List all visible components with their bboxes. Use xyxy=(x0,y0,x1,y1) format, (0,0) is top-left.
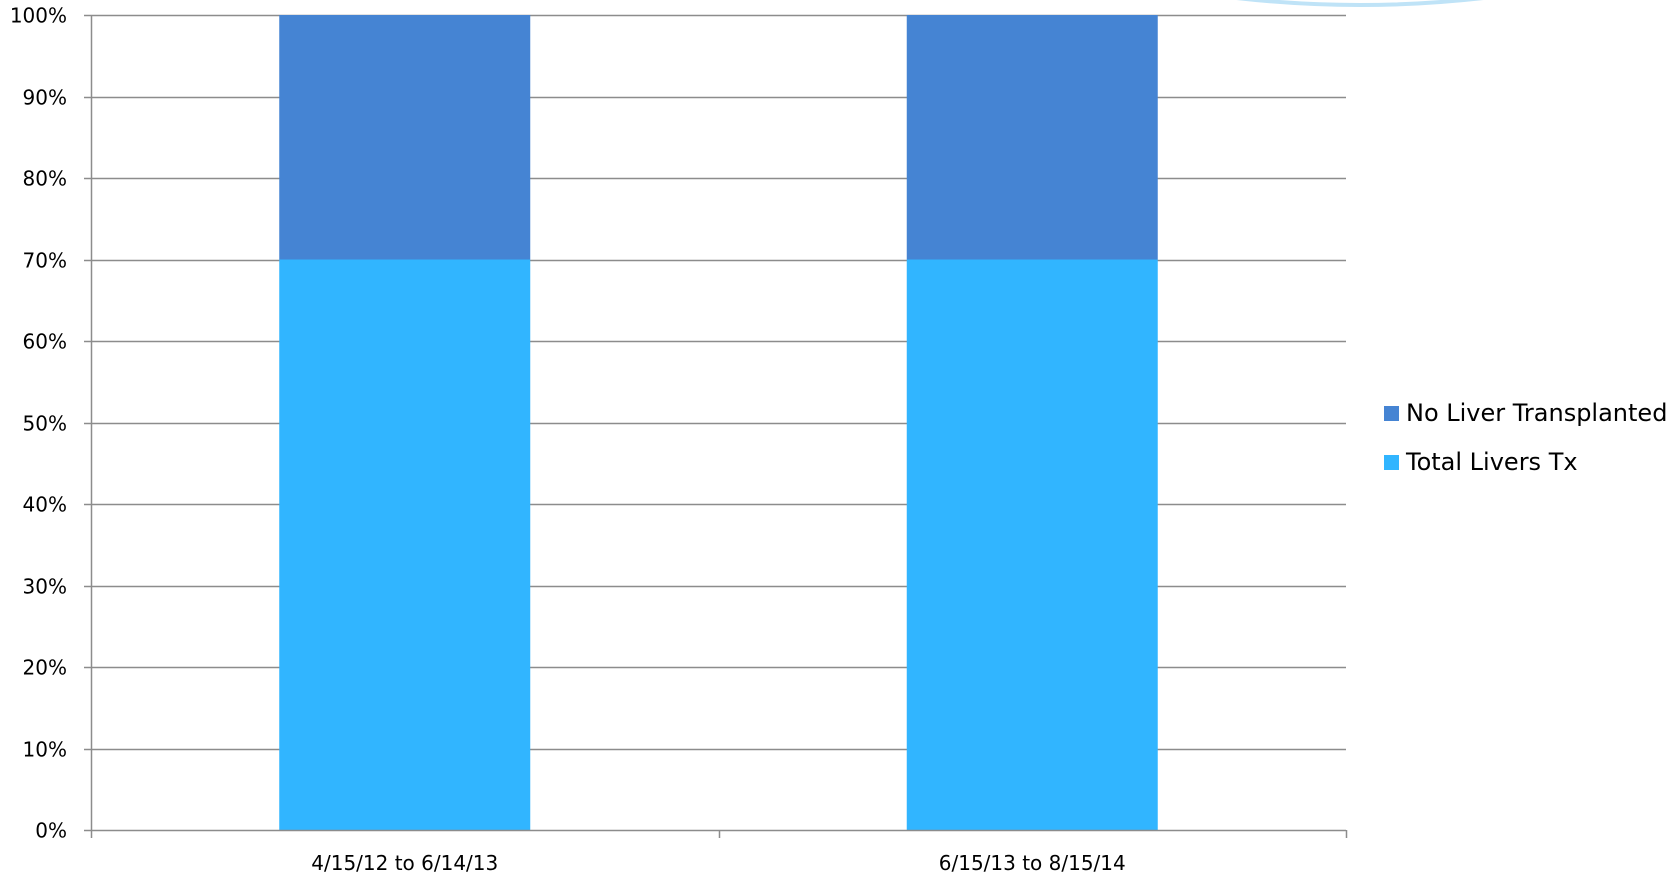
legend-item: No Liver Transplanted xyxy=(1384,399,1667,427)
x-tick-labels: 4/15/12 to 6/14/13 6/15/13 to 8/15/14 xyxy=(311,851,1126,875)
decorative-blue-ellipse xyxy=(1236,0,1484,7)
legend-swatch xyxy=(1384,406,1399,421)
bar-segment xyxy=(279,259,531,830)
bars xyxy=(279,15,1158,830)
y-tick-label: 70% xyxy=(23,249,67,273)
y-tick-label: 60% xyxy=(23,330,67,354)
x-tick-label: 4/15/12 to 6/14/13 xyxy=(311,851,498,875)
y-tick-labels: 0% 10% 20% 30% 40% 50% 60% 70% 80% 90% 100% xyxy=(10,4,67,843)
y-tick-label: 20% xyxy=(23,656,67,680)
y-tick-label: 80% xyxy=(23,167,67,191)
y-tick-label: 40% xyxy=(23,493,67,517)
legend-item: Total Livers Tx xyxy=(1384,448,1578,476)
y-tick-label: 30% xyxy=(23,575,67,599)
bar-segment xyxy=(906,259,1158,830)
axes xyxy=(90,15,1348,838)
y-tick-label: 50% xyxy=(23,412,67,436)
y-tick-label: 90% xyxy=(23,86,67,110)
y-tick-label: 10% xyxy=(23,738,67,762)
y-tick-label: 100% xyxy=(10,4,67,28)
legend-label: No Liver Transplanted xyxy=(1406,399,1667,427)
y-tick-label: 0% xyxy=(35,819,67,843)
x-tick-label: 6/15/13 to 8/15/14 xyxy=(939,851,1126,875)
bar-segment xyxy=(906,15,1158,260)
legend-swatch xyxy=(1384,455,1399,470)
legend: No Liver Transplanted Total Livers Tx xyxy=(1384,399,1667,476)
legend-label: Total Livers Tx xyxy=(1405,448,1578,476)
bar-segment xyxy=(279,15,531,260)
